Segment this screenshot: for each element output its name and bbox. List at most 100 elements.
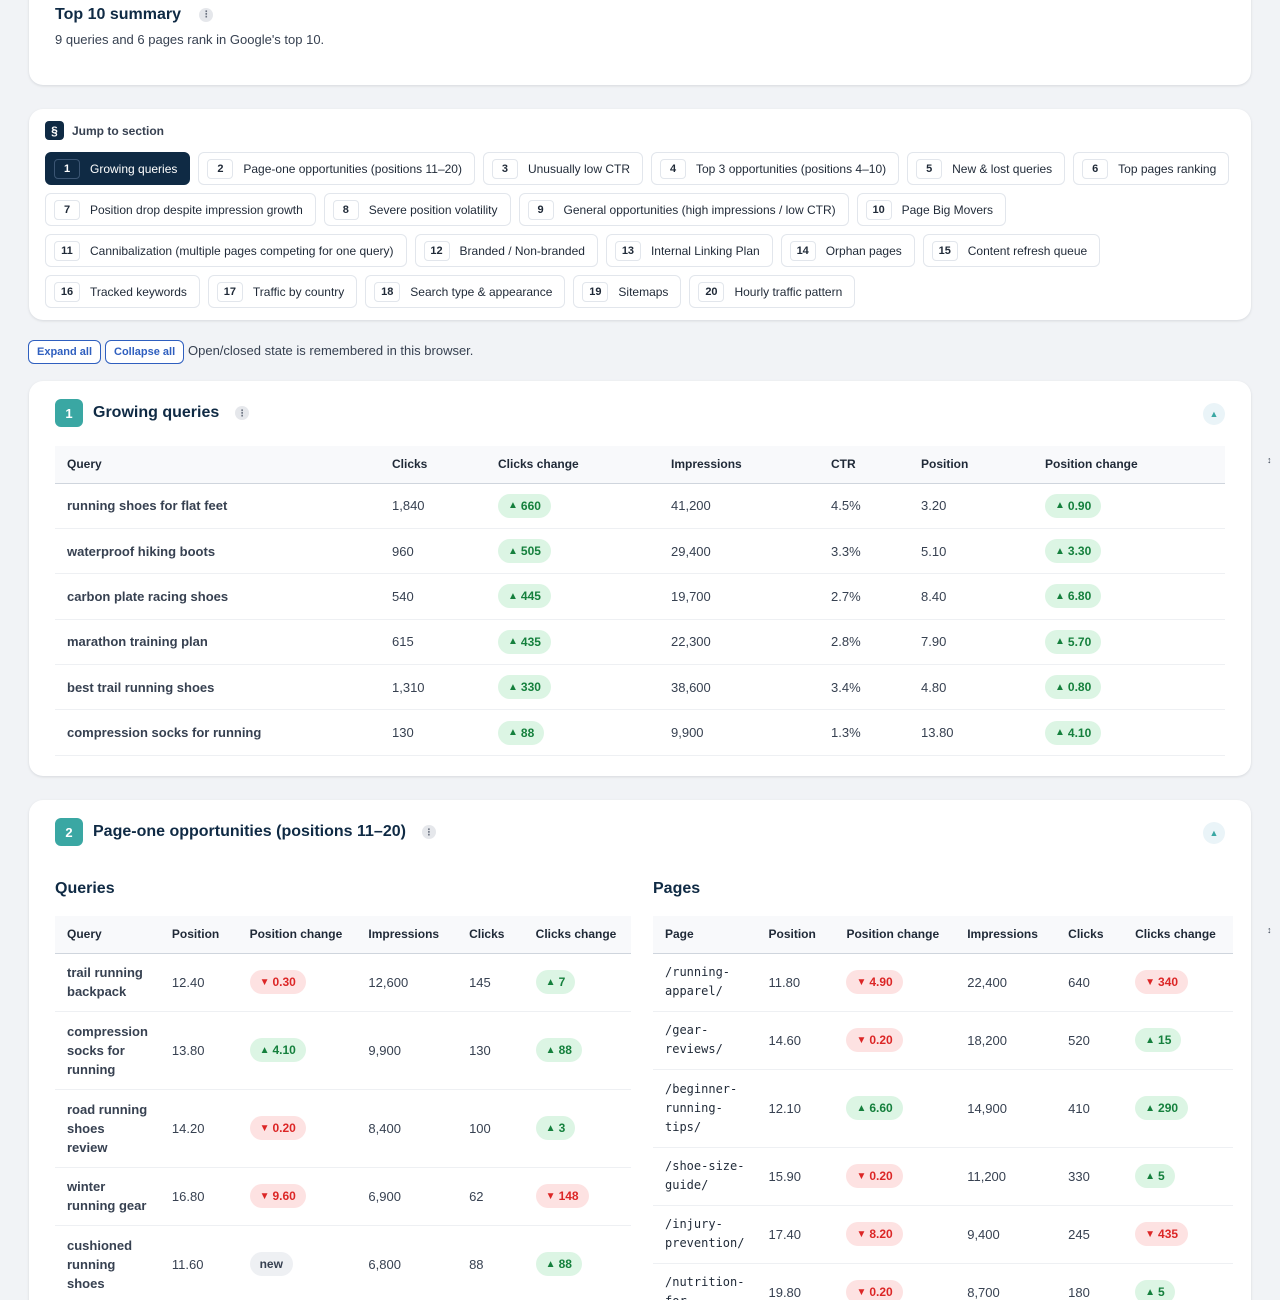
table-row[interactable]: marathon training plan 615 ▲ 435 22,300 2.8% 7…	[55, 619, 1225, 666]
change-badge: ▼ 0.20	[846, 1280, 903, 1300]
chip-label: Traffic by country	[252, 284, 345, 299]
table-row[interactable]: /gear-reviews/14.60 ▼ 0.20 18,200 520 ▲ 15	[653, 1011, 1233, 1070]
cell-line: /injury-	[665, 1217, 723, 1231]
queries-heading: Queries	[55, 880, 115, 897]
column-header[interactable]: Clicks change	[1123, 916, 1233, 954]
jump-chip-14[interactable]: 14 Orphan pages	[780, 234, 915, 267]
chip-number: 20	[698, 281, 725, 302]
column-header[interactable]: Query	[55, 916, 160, 954]
collapse-all-button[interactable]: Collapse all	[105, 340, 185, 364]
jump-chip-5[interactable]: 5 New & lost queries	[907, 152, 1066, 185]
page-cell[interactable]: /nutrition-for-	[653, 1263, 757, 1300]
summary-card: Top 10 summary ⋮ 9 queries and 6 pages r…	[29, 0, 1251, 85]
info-icon[interactable]: ⋮	[199, 7, 214, 22]
section-header[interactable]: 2 Page-one opportunities (positions 11–2…	[55, 818, 436, 846]
column-header[interactable]: Clicks change	[523, 916, 631, 954]
position-cell: 14.60	[756, 1011, 835, 1070]
change-badge: ▲ 3	[535, 1116, 576, 1140]
column-header[interactable]: Position	[159, 916, 238, 954]
cell-text: /running-apparel/	[665, 963, 744, 1001]
table-row[interactable]: compression socks for running 13.80 ▲ 4.10 9,9…	[55, 1011, 631, 1090]
jump-chip-16[interactable]: 16 Tracked keywords	[45, 275, 200, 308]
column-header[interactable]: Clicks	[457, 916, 524, 954]
jump-chip-12[interactable]: 12 Branded / Non-branded	[414, 234, 598, 267]
column-header[interactable]: Impressions	[955, 916, 1057, 954]
collapse-chevron-icon[interactable]: ▲	[1203, 403, 1225, 425]
column-header[interactable]: Clicks	[380, 446, 486, 484]
jump-chip-4[interactable]: 4 Top 3 opportunities (positions 4–10)	[651, 152, 900, 185]
cell-text: /beginner-running-tips/	[665, 1080, 744, 1137]
table-row[interactable]: waterproof hiking boots 960 ▲ 505 29,400 3.3%…	[55, 528, 1225, 575]
page-cell[interactable]: /running-apparel/	[653, 953, 757, 1012]
column-header[interactable]: Impressions	[356, 916, 458, 954]
change-value: 4.10	[272, 1043, 296, 1057]
table-row[interactable]: running shoes for flat feet 1,840 ▲ 660 41,2…	[55, 483, 1225, 529]
cell-line: /shoe-size-	[665, 1159, 745, 1173]
table-row[interactable]: compression socks for running 130 ▲ 88 9,900…	[55, 709, 1225, 756]
column-header[interactable]: Impressions	[659, 446, 819, 484]
table-row[interactable]: /injury-prevention/17.40 ▼ 8.20 9,400 245 ▼ 43…	[653, 1205, 1233, 1264]
jump-chip-20[interactable]: 20 Hourly traffic pattern	[689, 275, 856, 308]
page-cell[interactable]: /injury-prevention/	[653, 1205, 757, 1264]
table-row[interactable]: winter running gear 16.80 ▼ 9.60 6,900 62 ▼ 148	[55, 1167, 631, 1226]
info-icon[interactable]: ⋮	[421, 825, 436, 839]
jump-chip-8[interactable]: 8 Severe position volatility	[323, 193, 511, 226]
chip-number: 7	[54, 199, 80, 220]
scroll-icon[interactable]: ↕	[1267, 925, 1272, 935]
scroll-icon[interactable]: ↕	[1267, 455, 1272, 465]
table-row[interactable]: carbon plate racing shoes 540 ▲ 445 19,700 2.…	[55, 573, 1225, 620]
jump-chip-1[interactable]: 1 Growing queries	[45, 152, 191, 185]
summary-title-text: Top 10 summary	[55, 6, 181, 23]
column-header[interactable]: Clicks	[1056, 916, 1124, 954]
column-header[interactable]: Position change	[237, 916, 357, 954]
clicks-cell: 615	[380, 619, 486, 666]
table-row[interactable]: /running-apparel/11.80 ▼ 4.90 22,400 640 ▼ 340	[653, 953, 1233, 1012]
query-cell: best trail running shoes	[55, 664, 380, 711]
jump-chip-17[interactable]: 17 Traffic by country	[207, 275, 358, 308]
table-row[interactable]: cushioned running shoes 11.60 new 6,800 88 ▲ 88	[55, 1225, 631, 1300]
table-row[interactable]: road running shoes review 14.20 ▼ 0.20 8,400 10…	[55, 1089, 631, 1168]
table-row[interactable]: /beginner-running-tips/12.10 ▲ 6.60 14,900 4…	[653, 1069, 1233, 1148]
column-header[interactable]: Page	[653, 916, 757, 954]
info-icon[interactable]: ⋮	[235, 406, 250, 420]
arrow-up-icon: ▲	[508, 545, 518, 557]
table-row[interactable]: best trail running shoes 1,310 ▲ 330 38,600 3…	[55, 664, 1225, 711]
clicks-cell: 960	[380, 528, 486, 575]
change-badge: ▲ 6.60	[846, 1096, 903, 1120]
jump-chip-7[interactable]: 7 Position drop despite impression growth	[45, 193, 316, 226]
collapse-chevron-icon[interactable]: ▲	[1203, 822, 1225, 844]
column-header[interactable]: CTR	[819, 446, 909, 484]
impressions-cell: 14,900	[955, 1069, 1057, 1148]
change-value: 5.70	[1067, 634, 1092, 649]
clicks-cell: 410	[1056, 1069, 1124, 1148]
jump-chip-9[interactable]: 9 General opportunities (high impressions…	[518, 193, 849, 226]
change-value: 88	[558, 1043, 572, 1057]
column-header[interactable]: Position change	[1033, 446, 1225, 484]
column-header[interactable]: Clicks change	[486, 446, 659, 484]
jump-chip-19[interactable]: 19 Sitemaps	[573, 275, 682, 308]
page-cell[interactable]: /shoe-size-guide/	[653, 1147, 757, 1206]
jump-chip-2[interactable]: 2 Page-one opportunities (positions 11–20…	[198, 152, 475, 185]
clicks-change-cell: ▲ 445	[486, 573, 659, 620]
section-header[interactable]: 1 Growing queries ⋮	[55, 399, 250, 427]
arrow-up-icon: ▲	[508, 681, 518, 693]
column-header[interactable]: Position	[756, 916, 835, 954]
jump-chip-18[interactable]: 18 Search type & appearance	[365, 275, 566, 308]
column-header[interactable]: Query	[55, 446, 380, 484]
table-row[interactable]: /shoe-size-guide/15.90 ▼ 0.20 11,200 330 ▲ 5	[653, 1147, 1233, 1206]
page-cell[interactable]: /beginner-running-tips/	[653, 1069, 757, 1148]
jump-chip-10[interactable]: 10 Page Big Movers	[856, 193, 1007, 226]
page-cell[interactable]: /gear-reviews/	[653, 1011, 757, 1070]
jump-chip-11[interactable]: 11 Cannibalization (multiple pages compet…	[45, 234, 407, 267]
jump-chip-13[interactable]: 13 Internal Linking Plan	[605, 234, 773, 267]
expand-all-button[interactable]: Expand all	[28, 340, 102, 364]
jump-chip-3[interactable]: 3 Unusually low CTR	[482, 152, 643, 185]
jump-chip-15[interactable]: 15 Content refresh queue	[922, 234, 1101, 267]
table-row[interactable]: trail running backpack 12.40 ▼ 0.30 12,600 145…	[55, 953, 631, 1012]
pages-heading: Pages	[653, 880, 701, 897]
query-cell: trail running backpack	[55, 953, 160, 1012]
column-header[interactable]: Position change	[834, 916, 956, 954]
column-header[interactable]: Position	[909, 446, 1033, 484]
jump-chip-6[interactable]: 6 Top pages ranking	[1073, 152, 1230, 185]
